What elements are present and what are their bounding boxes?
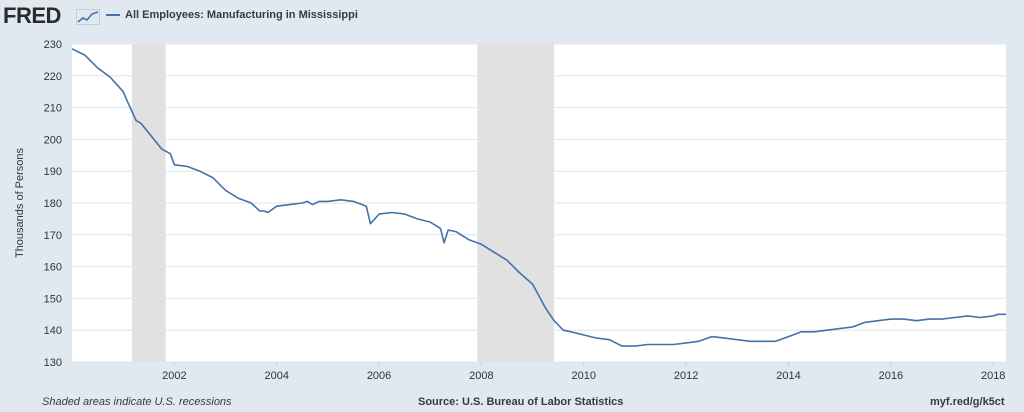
x-axis-ticks: 2002 2004 2006 2008 2010 2012 2014 2016 2018 xyxy=(162,362,1005,382)
x-tick-label-2012: 2012 xyxy=(674,370,698,382)
chart-header: FRED All Employees: Manufacturing in Mis… xyxy=(0,0,1024,36)
y-tick-label-180: 180 xyxy=(44,198,62,210)
legend: All Employees: Manufacturing in Mississi… xyxy=(106,9,358,21)
legend-series-title: All Employees: Manufacturing in Mississi… xyxy=(125,9,358,21)
x-tick-label-2002: 2002 xyxy=(162,370,186,382)
y-tick-label-190: 190 xyxy=(44,166,62,178)
x-tick-label-2008: 2008 xyxy=(469,370,493,382)
y-tick-label-150: 150 xyxy=(44,293,62,305)
y-tick-label-170: 170 xyxy=(44,230,62,242)
y-axis-ticks: 130 140 150 160 170 180 190 200 210 220 230 xyxy=(44,39,62,369)
y-tick-label-160: 160 xyxy=(44,262,62,274)
grid-lines xyxy=(72,43,1006,363)
x-tick-label-2004: 2004 xyxy=(264,370,288,382)
y-tick-label-130: 130 xyxy=(44,357,62,369)
y-axis-title: Thousands of Persons xyxy=(14,147,26,258)
y-tick-label-220: 220 xyxy=(44,71,62,83)
x-tick-label-2018: 2018 xyxy=(981,370,1005,382)
source-text: Source: U.S. Bureau of Labor Statistics xyxy=(418,396,624,408)
x-tick-label-2014: 2014 xyxy=(776,370,800,382)
legend-line-swatch xyxy=(106,14,120,16)
y-tick-label-200: 200 xyxy=(44,134,62,146)
recession-note: Shaded areas indicate U.S. recessions xyxy=(42,396,232,408)
fred-chart-icon xyxy=(76,9,100,25)
y-tick-label-140: 140 xyxy=(44,325,62,337)
fred-logo[interactable]: FRED xyxy=(3,3,61,28)
short-link[interactable]: myf.red/g/k5ct xyxy=(930,396,1005,408)
series-line xyxy=(71,48,1006,347)
x-tick-label-2010: 2010 xyxy=(572,370,596,382)
y-tick-label-210: 210 xyxy=(44,103,62,115)
x-tick-label-2016: 2016 xyxy=(879,370,903,382)
y-tick-label-230: 230 xyxy=(44,39,62,51)
x-tick-label-2006: 2006 xyxy=(367,370,391,382)
